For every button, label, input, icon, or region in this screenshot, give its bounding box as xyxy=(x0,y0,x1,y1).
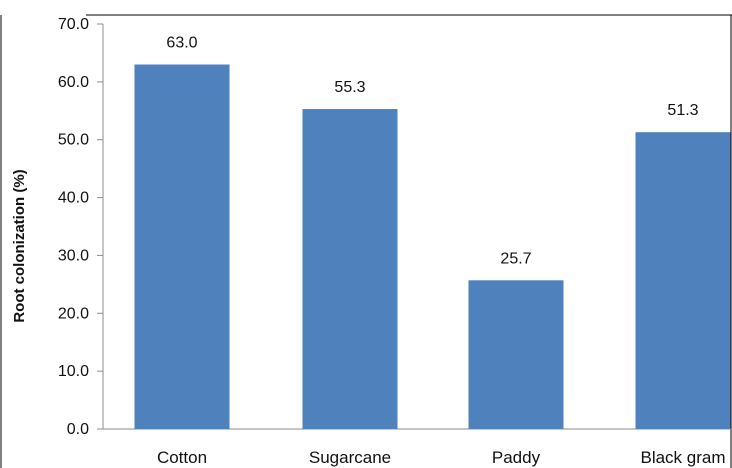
data-labels: 63.0 55.3 25.7 51.3 xyxy=(166,35,698,268)
y-tick-label: 20.0 xyxy=(58,305,89,322)
data-label: 55.3 xyxy=(334,79,365,96)
bar xyxy=(134,64,230,429)
y-tick-label: 30.0 xyxy=(58,247,89,264)
data-label: 63.0 xyxy=(166,35,197,52)
y-axis-title: Root colonization (%) xyxy=(11,169,28,322)
y-tick-label: 60.0 xyxy=(58,74,89,91)
bar-series xyxy=(134,64,731,430)
data-label: 51.3 xyxy=(667,102,698,119)
y-tick-label: 0.0 xyxy=(67,421,89,438)
category-label: Cotton xyxy=(157,448,207,467)
data-label: 25.7 xyxy=(500,250,531,267)
category-label: Paddy xyxy=(492,448,541,467)
bar xyxy=(635,132,731,429)
bar xyxy=(468,280,564,429)
category-label: Black gram xyxy=(640,448,725,467)
y-tick-label: 70.0 xyxy=(58,16,89,33)
y-tick-label: 50.0 xyxy=(58,132,89,149)
category-label: Sugarcane xyxy=(309,448,391,467)
y-tick-label: 40.0 xyxy=(58,190,89,207)
y-axis-ticks: 0.0 10.0 20.0 30.0 40.0 50.0 60.0 70.0 xyxy=(58,16,103,438)
category-labels: Cotton Sugarcane Paddy Black gram xyxy=(157,448,726,467)
y-tick-label: 10.0 xyxy=(58,363,89,380)
bar xyxy=(302,109,398,430)
